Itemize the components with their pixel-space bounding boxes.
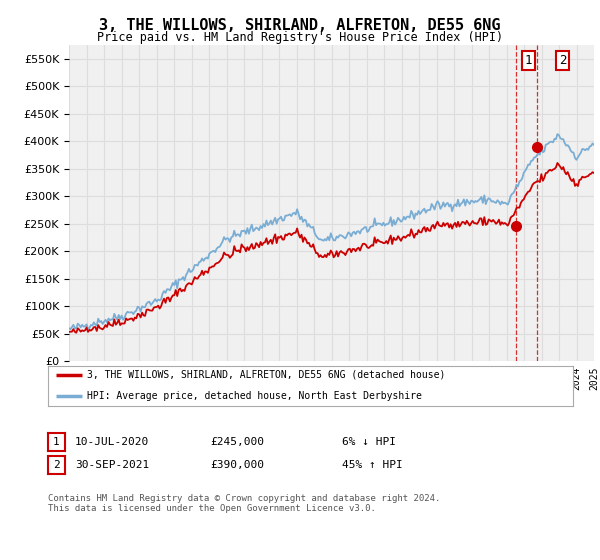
Text: 1: 1: [524, 54, 532, 67]
Text: 30-SEP-2021: 30-SEP-2021: [75, 460, 149, 470]
Text: £245,000: £245,000: [210, 437, 264, 447]
Text: 2: 2: [53, 460, 60, 470]
Text: Price paid vs. HM Land Registry's House Price Index (HPI): Price paid vs. HM Land Registry's House …: [97, 31, 503, 44]
Text: 45% ↑ HPI: 45% ↑ HPI: [342, 460, 403, 470]
Text: Contains HM Land Registry data © Crown copyright and database right 2024.
This d: Contains HM Land Registry data © Crown c…: [48, 494, 440, 514]
Text: 6% ↓ HPI: 6% ↓ HPI: [342, 437, 396, 447]
Text: 3, THE WILLOWS, SHIRLAND, ALFRETON, DE55 6NG: 3, THE WILLOWS, SHIRLAND, ALFRETON, DE55…: [99, 18, 501, 33]
Text: £390,000: £390,000: [210, 460, 264, 470]
Text: 2: 2: [559, 54, 566, 67]
Text: 10-JUL-2020: 10-JUL-2020: [75, 437, 149, 447]
Text: 1: 1: [53, 437, 60, 447]
Text: 3, THE WILLOWS, SHIRLAND, ALFRETON, DE55 6NG (detached house): 3, THE WILLOWS, SHIRLAND, ALFRETON, DE55…: [88, 370, 446, 380]
Text: HPI: Average price, detached house, North East Derbyshire: HPI: Average price, detached house, Nort…: [88, 391, 422, 402]
